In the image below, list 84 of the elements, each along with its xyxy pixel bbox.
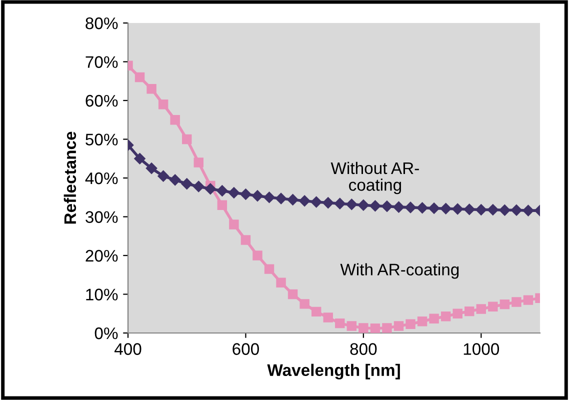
y-tick-label: 70%: [86, 56, 118, 68]
point: [512, 297, 522, 307]
y-tick-label: 50%: [86, 134, 118, 146]
point: [346, 198, 358, 210]
point: [300, 299, 310, 309]
y-tick-label: 10%: [86, 288, 118, 300]
point: [394, 321, 404, 331]
point: [452, 308, 462, 318]
point: [264, 192, 275, 203]
y-tick-label: 0%: [94, 327, 118, 340]
point: [523, 295, 534, 305]
point: [500, 299, 510, 310]
point: [216, 185, 228, 196]
annotation: With AR-coating: [340, 263, 459, 279]
point: [476, 304, 486, 314]
point: [204, 183, 216, 194]
point: [382, 323, 392, 333]
point: [311, 306, 322, 317]
point: [346, 321, 357, 331]
point: [146, 162, 158, 174]
point: [510, 204, 522, 216]
point: [158, 170, 169, 182]
point: [429, 314, 439, 324]
annotation: Without AR- coating: [330, 162, 419, 194]
point: [310, 196, 322, 208]
point: [323, 312, 333, 322]
point: [417, 316, 428, 326]
point: [288, 289, 298, 300]
point: [229, 220, 239, 230]
point: [252, 250, 262, 260]
y-tick-label: 80%: [86, 17, 118, 30]
point: [182, 134, 192, 144]
point: [322, 197, 334, 208]
point: [381, 200, 393, 212]
point: [217, 200, 228, 210]
point: [169, 174, 181, 186]
y-tick-label: 40%: [85, 172, 118, 184]
point: [464, 306, 474, 316]
point: [264, 264, 274, 274]
x-tick-label: 600: [232, 343, 259, 355]
point: [428, 202, 440, 214]
point: [487, 204, 499, 216]
point: [358, 323, 368, 333]
point: [298, 195, 310, 206]
x-tick-label: 1000: [464, 343, 500, 355]
point: [476, 204, 487, 216]
point: [276, 278, 286, 288]
point: [240, 188, 252, 200]
y-tick-label: 60%: [86, 94, 118, 107]
y-axis-title: Reflectance: [64, 132, 76, 224]
point: [334, 198, 346, 210]
point: [370, 200, 381, 212]
x-axis-title: Wavelength [nm]: [267, 364, 400, 380]
point: [240, 235, 251, 245]
point: [228, 187, 240, 198]
x-tick-label: 400: [114, 343, 142, 355]
x-tick-label: 800: [350, 343, 377, 355]
point: [181, 178, 192, 190]
point: [358, 200, 370, 211]
point: [134, 72, 145, 82]
point: [488, 302, 498, 312]
point: [522, 204, 534, 216]
point: [193, 180, 204, 192]
point: [158, 100, 168, 110]
point: [287, 194, 298, 206]
point: [170, 115, 180, 125]
point: [452, 203, 464, 215]
y-tick-label: 30%: [86, 211, 118, 223]
point: [464, 204, 475, 215]
point: [393, 201, 404, 213]
point: [370, 323, 380, 333]
y-tick-label: 20%: [86, 250, 118, 262]
point: [335, 318, 345, 328]
point: [146, 84, 156, 94]
point: [499, 204, 510, 216]
point: [440, 311, 451, 322]
point: [404, 202, 416, 214]
point: [275, 192, 287, 204]
point: [406, 319, 416, 329]
point: [416, 202, 428, 214]
point: [252, 190, 264, 202]
point: [440, 203, 452, 214]
point: [194, 158, 204, 168]
point: [134, 153, 146, 164]
